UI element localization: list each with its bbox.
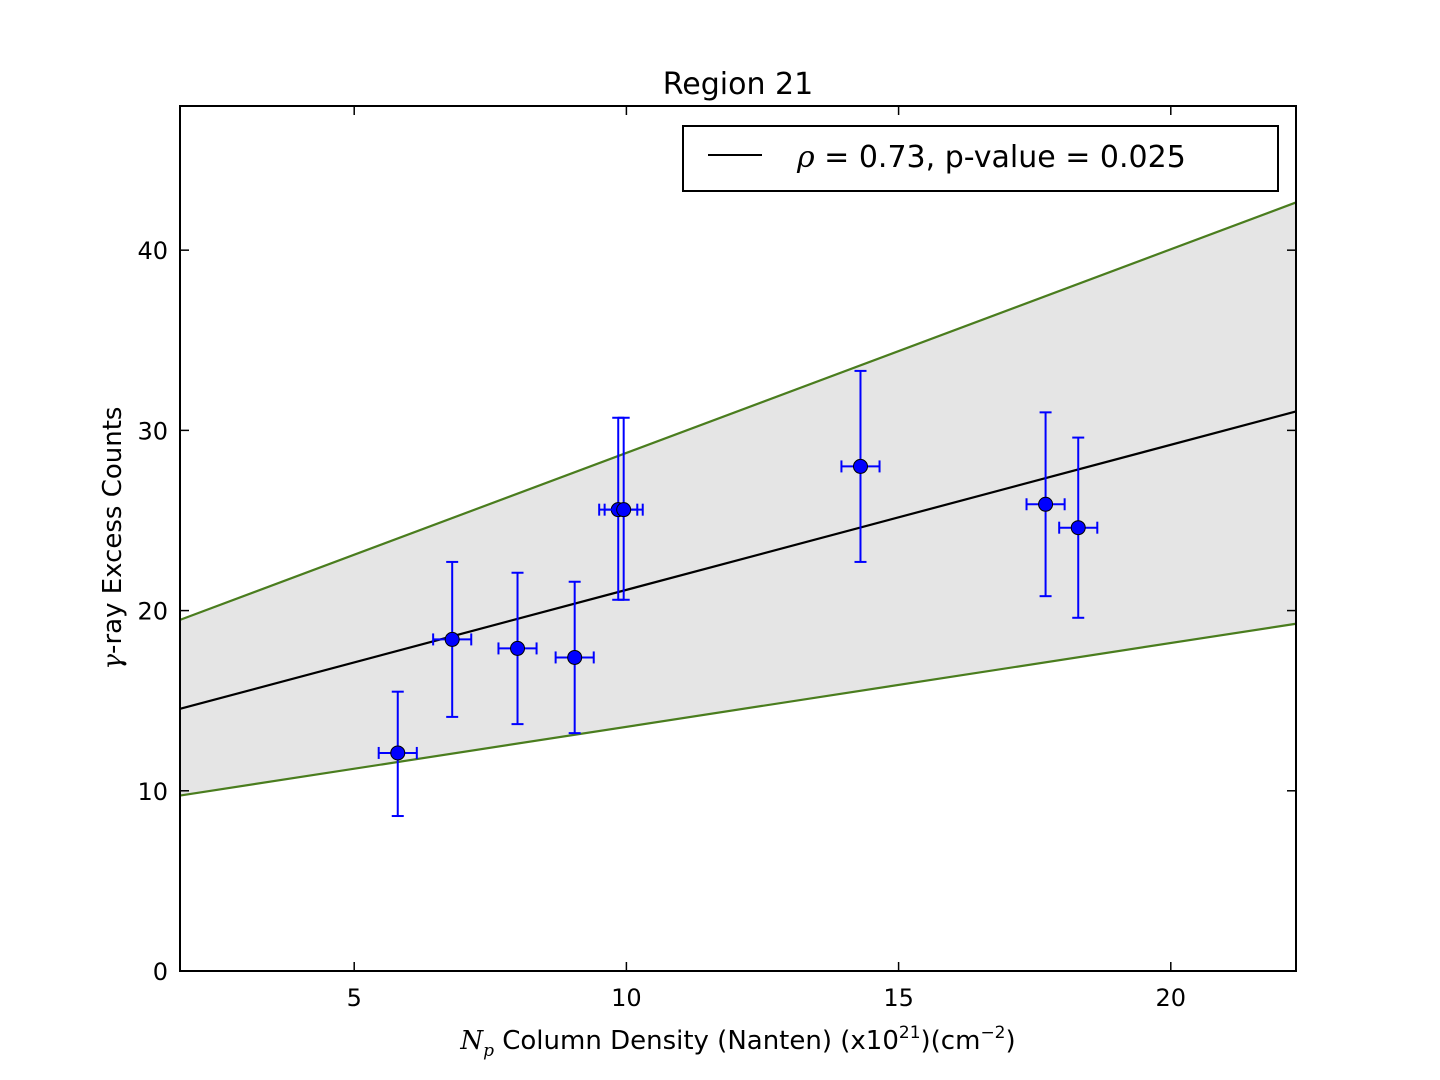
x-axis-label-text: Column Density (Nanten) (x10	[494, 1026, 899, 1056]
data-point-9	[1058, 436, 1099, 619]
chart-title: Region 21	[663, 67, 813, 102]
legend-label: ρ = 0.73, p-value = 0.025	[796, 140, 1186, 175]
x-axis-exponent: 21	[899, 1023, 921, 1043]
y-tick-label: 10	[137, 778, 168, 806]
y-tick-label: 40	[137, 237, 168, 265]
data-point-7	[840, 369, 881, 563]
x-tick-label: 10	[611, 984, 642, 1012]
data-point-marker	[444, 631, 460, 647]
x-axis-label-end: )	[1006, 1026, 1016, 1056]
lower-bound-line	[179, 622, 1297, 797]
fit-line-layer	[179, 410, 1297, 710]
data-point-marker	[567, 649, 583, 665]
y-axis-ticks: 0 10 20 30 40	[137, 237, 1296, 986]
fit-line	[179, 410, 1297, 710]
y-tick-label: 20	[137, 598, 168, 626]
data-point-6	[603, 416, 644, 601]
x-axis-ticks: 5 10 15 20	[347, 106, 1186, 1012]
data-point-2	[432, 560, 473, 718]
data-point-4	[554, 580, 595, 735]
y-tick-label: 0	[153, 958, 168, 986]
x-axis-unit-exponent: −2	[980, 1023, 1005, 1043]
data-point-marker	[852, 458, 868, 474]
confidence-band	[179, 201, 1297, 797]
legend-rho-symbol: ρ	[796, 140, 815, 175]
data-point-marker	[616, 502, 632, 518]
y-tick-label: 30	[137, 417, 168, 445]
x-axis-label: Np Column Density (Nanten) (x1021)(cm−2)	[459, 1023, 1015, 1061]
x-tick-label: 5	[347, 984, 362, 1012]
data-point-3	[497, 571, 538, 726]
data-point-marker	[390, 745, 406, 761]
plot-area-frame	[179, 105, 1297, 972]
upper-bound-line	[179, 201, 1297, 621]
x-tick-label: 15	[883, 984, 914, 1012]
legend-box	[682, 125, 1279, 192]
data-point-marker	[1070, 520, 1086, 536]
x-axis-unit-text: )(cm	[921, 1026, 981, 1056]
data-points	[377, 369, 1099, 818]
data-point-marker	[1038, 496, 1054, 512]
y-axis-symbol: γ	[98, 653, 128, 669]
data-point-1	[377, 690, 418, 818]
x-tick-label: 20	[1156, 984, 1187, 1012]
x-axis-symbol-subscript: p	[483, 1041, 494, 1061]
confidence-band-fill	[180, 202, 1296, 796]
data-point-marker	[510, 640, 526, 656]
x-axis-symbol: N	[459, 1026, 484, 1056]
legend: ρ = 0.73, p-value = 0.025	[682, 125, 1279, 192]
legend-text: = 0.73, p-value = 0.025	[815, 140, 1186, 175]
data-point-8	[1025, 411, 1066, 598]
y-axis-label-text: -ray Excess Counts	[98, 407, 128, 654]
y-axis-label: γ-ray Excess Counts	[98, 407, 128, 670]
